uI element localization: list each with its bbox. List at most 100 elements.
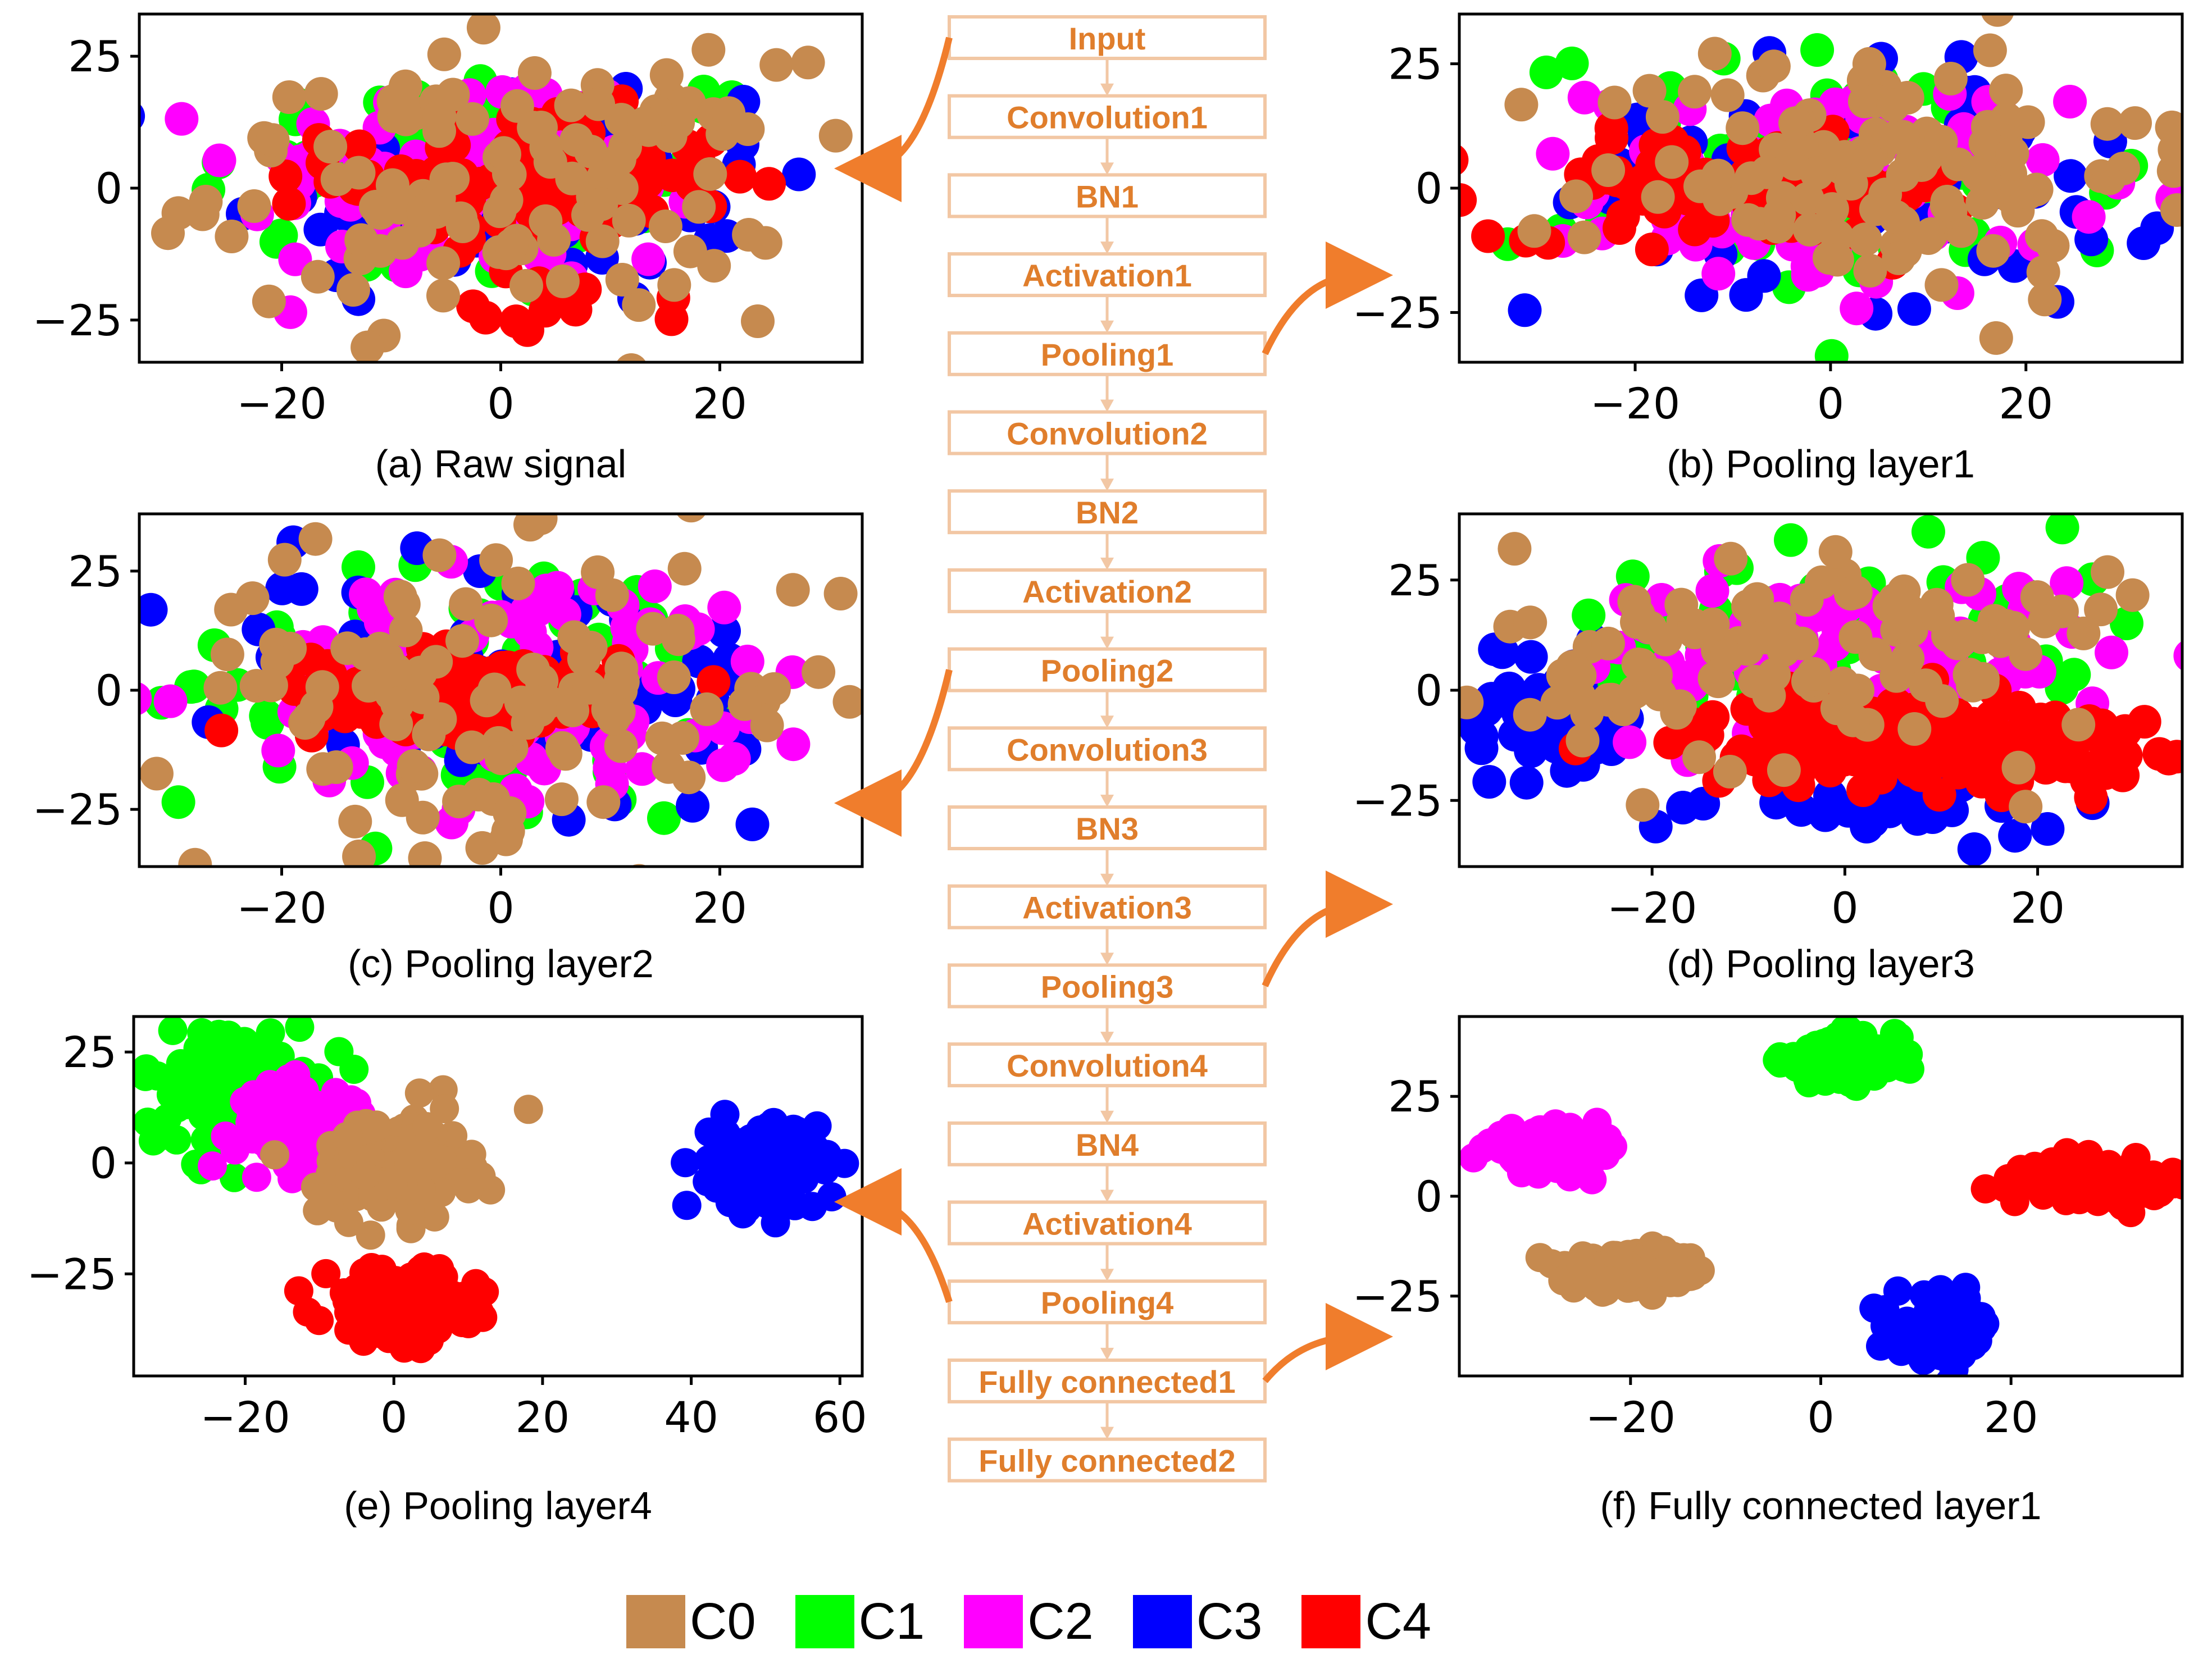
point-c0 (545, 264, 580, 298)
pipeline-label: Fully connected2 (978, 1443, 1235, 1479)
point-c0 (1911, 221, 1945, 255)
point-c0 (151, 216, 185, 250)
point-c0 (1459, 685, 1484, 719)
point-c0 (378, 653, 412, 687)
legend-item-c3: C3 (1132, 1592, 1262, 1651)
point-c0 (1924, 125, 1958, 159)
point-c3 (676, 789, 710, 823)
pipeline-connector-head (1100, 1426, 1114, 1439)
point-c3 (2031, 812, 2065, 846)
pipeline-step-pooling3: Pooling3 (948, 963, 1267, 1045)
point-c0 (474, 603, 508, 637)
point-c0 (586, 785, 621, 819)
point-c0 (2067, 616, 2101, 650)
point-c4 (1471, 219, 1505, 253)
point-c2 (202, 143, 236, 177)
point-c0 (741, 304, 775, 338)
point-c0 (404, 1078, 434, 1108)
point-c2 (242, 1163, 271, 1192)
point-c0 (1820, 243, 1854, 277)
pipeline-label: BN4 (1076, 1127, 1139, 1163)
point-c0 (1965, 186, 2000, 220)
point-c0 (397, 749, 431, 783)
point-c0 (210, 637, 244, 672)
point-c0 (1876, 88, 1910, 122)
point-c3 (1894, 1320, 1923, 1350)
points-d (1459, 514, 2182, 866)
point-c4 (411, 1272, 441, 1302)
pipeline-step-bn1: BN1 (948, 173, 1267, 254)
point-c0 (260, 1140, 289, 1170)
point-c0 (2118, 106, 2152, 140)
y-tick-label: 25 (62, 1027, 117, 1077)
point-c4 (654, 302, 689, 336)
point-c0 (479, 543, 513, 577)
point-c3 (1939, 1355, 1969, 1376)
point-c3 (1957, 832, 1991, 866)
x-tick-label: 0 (1817, 379, 1844, 429)
pipeline-label: BN2 (1076, 495, 1139, 530)
point-c0 (2090, 107, 2124, 141)
pipeline-connector-head (1100, 795, 1114, 807)
point-c1 (1792, 1048, 1822, 1078)
point-c0 (1921, 599, 1955, 633)
point-c4 (415, 1325, 444, 1355)
point-c0 (1925, 684, 1959, 718)
point-c3 (694, 1145, 724, 1174)
point-c0 (386, 587, 421, 621)
point-c3 (1897, 292, 1931, 326)
point-c0 (605, 263, 639, 297)
point-c2 (1459, 1143, 1489, 1173)
caption-e: (e) Pooling layer4 (344, 1484, 652, 1528)
point-c0 (272, 80, 306, 114)
point-c4 (697, 665, 731, 699)
y-tick-label: 25 (1388, 39, 1442, 89)
point-c0 (657, 268, 691, 302)
x-tick-label: −20 (236, 883, 326, 933)
point-c0 (1882, 241, 1916, 275)
point-c2 (2050, 566, 2084, 600)
point-c0 (1570, 696, 1604, 730)
point-c0 (1595, 1266, 1625, 1296)
point-c0 (1626, 788, 1660, 822)
point-c0 (378, 1169, 408, 1198)
point-c0 (408, 841, 442, 867)
point-c2 (638, 569, 672, 603)
point-c0 (442, 785, 476, 819)
pipeline-connector-head (1100, 636, 1114, 649)
point-c0 (657, 660, 691, 694)
point-c3 (1472, 765, 1506, 799)
point-c0 (882, 243, 916, 277)
point-c0 (2009, 790, 2043, 824)
caption-c: (c) Pooling layer2 (348, 942, 654, 986)
point-c0 (2025, 219, 2059, 253)
point-c0 (516, 653, 550, 686)
point-c0 (1559, 179, 1594, 213)
point-c0 (456, 102, 489, 136)
y-tick-label: 0 (95, 163, 122, 213)
point-c0 (1591, 626, 1625, 660)
point-c0 (1567, 220, 1601, 254)
point-c4 (204, 713, 239, 748)
point-c3 (782, 157, 816, 192)
point-c0 (823, 577, 858, 610)
point-c0 (387, 96, 421, 130)
x-tick-label: 20 (2010, 883, 2065, 933)
point-c0 (2027, 604, 2061, 639)
pipeline-step-pooling1: Pooling1 (948, 331, 1267, 412)
pipeline-connector-head (1100, 873, 1114, 886)
point-c0 (1973, 33, 2007, 67)
point-c0 (673, 234, 707, 268)
point-c3 (1936, 1318, 1966, 1347)
point-c2 (153, 684, 188, 718)
point-c1 (1814, 339, 1849, 362)
point-c1 (142, 1061, 172, 1091)
points-f (1459, 1017, 2182, 1376)
point-c1 (161, 785, 195, 819)
point-c2 (2173, 641, 2182, 671)
point-c0 (1632, 74, 1667, 108)
pipeline-step-pooling4: Pooling4 (948, 1279, 1267, 1360)
x-tick-label: −20 (1607, 883, 1697, 933)
point-c0 (304, 77, 338, 111)
